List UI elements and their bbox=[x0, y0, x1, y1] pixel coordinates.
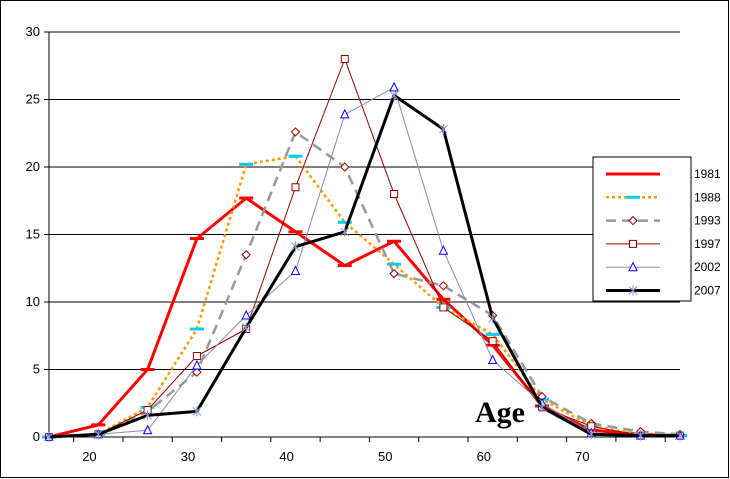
series-1988 bbox=[42, 154, 687, 439]
data-point-marker bbox=[439, 124, 448, 135]
data-point-marker bbox=[142, 424, 153, 435]
y-tick-label: 5 bbox=[33, 362, 40, 377]
data-point-marker bbox=[241, 250, 251, 260]
legend-label: 1993 bbox=[694, 214, 721, 228]
legend-label: 2007 bbox=[694, 284, 721, 298]
data-point-marker bbox=[192, 359, 202, 370]
legend-label: 1981 bbox=[694, 167, 721, 181]
series-line-1997 bbox=[48, 58, 680, 438]
data-point-marker bbox=[192, 352, 201, 360]
data-point-marker bbox=[339, 108, 350, 119]
legend-label: 2002 bbox=[694, 260, 721, 274]
legend-item-1997: 1997 bbox=[606, 237, 721, 251]
data-point-marker bbox=[241, 322, 251, 333]
data-point-marker bbox=[291, 183, 300, 192]
data-point-marker bbox=[290, 265, 301, 275]
series-line-1988 bbox=[48, 154, 681, 439]
x-tick-label: 40 bbox=[279, 449, 293, 464]
data-point-marker bbox=[340, 226, 350, 237]
data-point-marker bbox=[439, 303, 448, 312]
data-point-marker bbox=[340, 162, 350, 172]
data-point-marker bbox=[389, 268, 399, 279]
y-tick-label: 25 bbox=[26, 92, 40, 107]
data-point-marker bbox=[192, 406, 202, 417]
data-point-marker bbox=[438, 245, 449, 255]
y-tick-label: 20 bbox=[26, 159, 40, 174]
data-point-marker bbox=[636, 430, 645, 441]
grid-lines bbox=[49, 31, 680, 370]
series-line-1993 bbox=[48, 130, 681, 439]
legend-item-1981: 1981 bbox=[606, 167, 721, 181]
data-point-marker bbox=[628, 261, 638, 272]
x-tick-label: 20 bbox=[82, 449, 96, 464]
data-point-marker bbox=[488, 337, 497, 346]
series-layer bbox=[42, 55, 687, 442]
legend-item-1993: 1993 bbox=[606, 214, 721, 228]
series-1981 bbox=[42, 196, 687, 439]
data-point-marker bbox=[241, 309, 251, 320]
series-2002 bbox=[44, 81, 685, 441]
data-point-marker bbox=[629, 239, 637, 248]
data-point-marker bbox=[586, 429, 596, 440]
data-point-marker bbox=[488, 313, 498, 324]
y-tick-label: 0 bbox=[33, 429, 40, 444]
data-point-marker bbox=[143, 410, 152, 421]
data-point-marker bbox=[390, 190, 399, 198]
y-tick-label: 15 bbox=[26, 227, 40, 242]
legend-label: 1997 bbox=[694, 237, 721, 251]
data-point-marker bbox=[628, 285, 638, 296]
data-point-marker bbox=[389, 90, 399, 101]
data-point-marker bbox=[389, 81, 399, 92]
legend-item-2007: 2007 bbox=[606, 284, 721, 298]
data-point-marker bbox=[93, 429, 103, 440]
data-point-marker bbox=[340, 55, 349, 63]
data-point-marker bbox=[291, 241, 300, 252]
data-point-marker bbox=[628, 215, 638, 226]
data-point-marker bbox=[290, 127, 301, 137]
legend-item-2002: 2002 bbox=[606, 260, 721, 274]
data-point-marker bbox=[44, 432, 54, 442]
x-tick-label: 70 bbox=[575, 449, 589, 464]
y-tick-label: 10 bbox=[26, 294, 40, 309]
data-point-marker bbox=[192, 367, 202, 377]
legend-box bbox=[592, 156, 692, 302]
x-tick-label: 30 bbox=[181, 449, 195, 464]
axes: 0 5 10 15 20 25 30 20 30 40 50 60 70 bbox=[26, 24, 680, 464]
x-tick-label: 50 bbox=[378, 449, 392, 464]
series-2007 bbox=[44, 90, 685, 442]
y-tick-label: 30 bbox=[26, 24, 40, 39]
x-tick-label: 60 bbox=[477, 449, 491, 464]
series-line-2002 bbox=[48, 86, 680, 438]
x-axis-label: Age bbox=[475, 396, 525, 429]
series-1997 bbox=[45, 55, 684, 441]
legend: 1981 1988 1993 1997 2002 2007 bbox=[592, 156, 721, 302]
data-point-marker bbox=[675, 430, 685, 441]
legend-label: 1988 bbox=[694, 190, 721, 204]
series-line-2007 bbox=[48, 93, 680, 439]
series-line-1981 bbox=[48, 196, 681, 439]
data-point-marker bbox=[438, 281, 449, 291]
data-point-marker bbox=[537, 402, 547, 413]
legend-item-1988: 1988 bbox=[606, 190, 721, 204]
data-point-marker bbox=[487, 354, 498, 365]
